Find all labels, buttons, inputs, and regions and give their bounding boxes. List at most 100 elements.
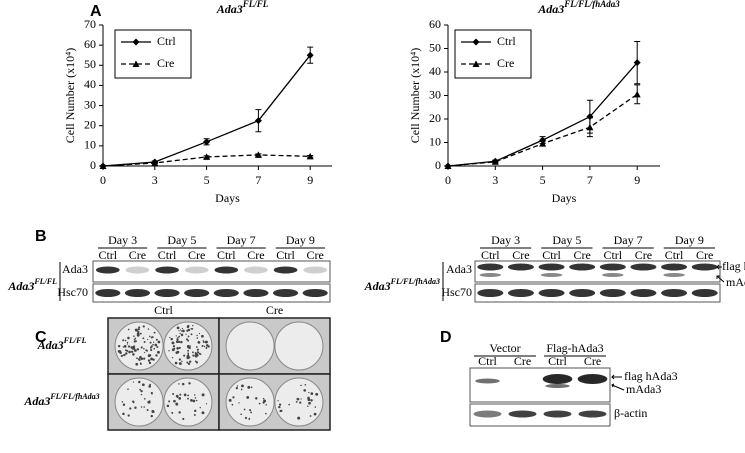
colony bbox=[171, 356, 174, 359]
band bbox=[477, 263, 504, 271]
plate bbox=[114, 377, 164, 427]
panel-label: D bbox=[440, 329, 452, 346]
colony bbox=[123, 345, 127, 348]
colony bbox=[206, 341, 209, 343]
colony bbox=[183, 354, 186, 357]
band bbox=[214, 266, 239, 274]
y-axis-label: Cell Number (x10⁴) bbox=[408, 48, 422, 144]
legend-box bbox=[114, 29, 192, 79]
colony bbox=[265, 404, 267, 406]
day-label: Day 3 bbox=[108, 233, 137, 247]
colony bbox=[309, 415, 312, 417]
blot-frame bbox=[92, 260, 331, 283]
colony bbox=[171, 341, 175, 345]
y-tick-label: 40 bbox=[84, 77, 96, 91]
colony bbox=[300, 398, 302, 400]
colony bbox=[192, 351, 194, 354]
chart-title: Ada3FL/FL/fhAda3 bbox=[537, 0, 620, 16]
colony bbox=[258, 402, 261, 405]
legend-marker bbox=[132, 38, 140, 46]
blot-frame bbox=[469, 403, 611, 427]
colony bbox=[232, 396, 235, 399]
colony bbox=[144, 351, 146, 354]
band bbox=[508, 410, 537, 418]
series-line bbox=[447, 93, 638, 167]
marker bbox=[586, 113, 594, 121]
row-label-base: Ada3 bbox=[23, 394, 50, 408]
colony bbox=[278, 405, 281, 409]
day-label: Day 7 bbox=[227, 233, 256, 247]
colony bbox=[279, 409, 282, 413]
y-tick-label: 50 bbox=[84, 57, 96, 71]
band bbox=[95, 289, 121, 297]
row-label: Hsc70 bbox=[441, 285, 472, 299]
band bbox=[125, 266, 150, 274]
column-label: Cre bbox=[266, 303, 283, 317]
colony bbox=[138, 380, 141, 384]
band bbox=[599, 263, 626, 271]
lane-label: Cre bbox=[696, 248, 713, 262]
row-label-base: Ada3 bbox=[37, 338, 64, 352]
x-tick-label: 7 bbox=[255, 173, 261, 187]
colony bbox=[176, 326, 180, 330]
y-tick-label: 30 bbox=[84, 97, 96, 111]
colony bbox=[128, 350, 131, 354]
marker bbox=[586, 123, 594, 131]
colony bbox=[238, 402, 240, 404]
band bbox=[630, 289, 657, 297]
marker bbox=[203, 138, 211, 146]
y-tick-label: 60 bbox=[84, 37, 96, 51]
colony bbox=[185, 333, 187, 335]
colony bbox=[169, 336, 171, 339]
colony bbox=[197, 340, 201, 344]
colony bbox=[134, 406, 137, 409]
colony bbox=[188, 382, 191, 385]
x-tick-label: 3 bbox=[152, 173, 158, 187]
lane-label: Cre bbox=[635, 248, 652, 262]
colony bbox=[178, 358, 182, 361]
blot-frame bbox=[92, 283, 331, 303]
lane-label: Ctrl bbox=[158, 248, 177, 262]
colony bbox=[140, 358, 142, 360]
colony bbox=[143, 406, 145, 408]
band bbox=[569, 263, 596, 271]
blot-frame bbox=[469, 367, 611, 403]
colony bbox=[147, 328, 150, 330]
colony bbox=[175, 402, 179, 406]
lane-label: Ctrl bbox=[603, 248, 622, 262]
marker bbox=[306, 51, 314, 59]
colony bbox=[313, 412, 317, 416]
colony bbox=[187, 344, 190, 347]
lane-label: Cre bbox=[584, 354, 601, 368]
colony bbox=[150, 414, 153, 418]
colony bbox=[152, 358, 155, 361]
arrow-label: mAda3 bbox=[626, 382, 661, 396]
colony bbox=[207, 345, 210, 348]
colony bbox=[182, 417, 185, 421]
colony bbox=[178, 346, 181, 349]
chart-title-base: Ada3 bbox=[537, 2, 564, 16]
colony bbox=[172, 392, 175, 395]
colony bbox=[117, 344, 121, 348]
colony bbox=[133, 335, 135, 337]
colony bbox=[195, 399, 198, 402]
colony bbox=[300, 384, 302, 387]
arrow-label: mAda3 bbox=[726, 275, 745, 289]
colony bbox=[265, 412, 267, 415]
colony bbox=[140, 346, 143, 349]
colony bbox=[196, 348, 199, 351]
lane-label: Cre bbox=[188, 248, 205, 262]
chart-title-sup: FL/FL bbox=[242, 0, 269, 9]
band bbox=[303, 266, 328, 274]
colony bbox=[187, 397, 189, 400]
colony bbox=[134, 337, 137, 340]
colony bbox=[304, 383, 307, 386]
colony bbox=[201, 411, 205, 415]
blot-frame bbox=[474, 283, 721, 303]
colony bbox=[180, 340, 183, 344]
colony bbox=[177, 337, 179, 339]
x-tick-label: 3 bbox=[492, 173, 498, 187]
colony bbox=[149, 335, 151, 338]
colony bbox=[181, 327, 184, 330]
x-tick-label: 7 bbox=[587, 173, 593, 187]
